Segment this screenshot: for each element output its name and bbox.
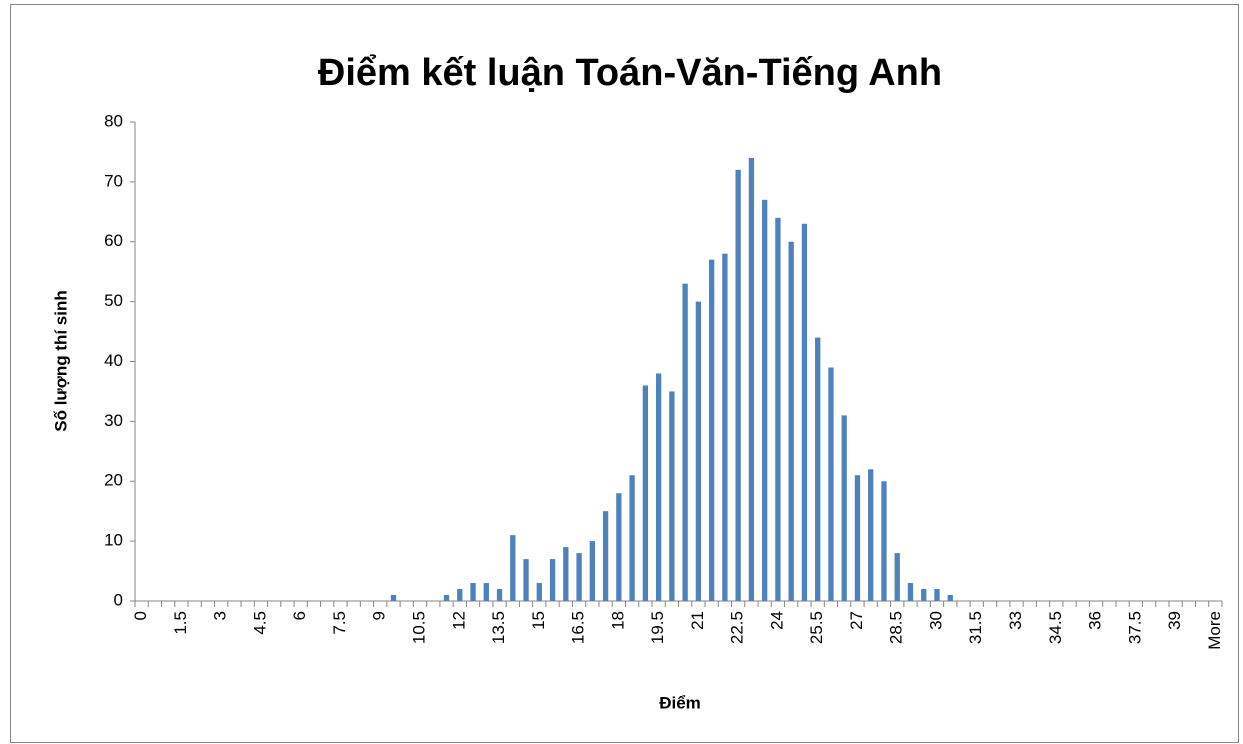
bar xyxy=(735,169,741,601)
bar xyxy=(815,337,821,601)
y-axis-label: Số lượng thí sinh xyxy=(51,290,70,432)
bar xyxy=(563,547,569,601)
bar xyxy=(708,259,715,601)
bar xyxy=(854,475,861,601)
x-tick-label: 34.5 xyxy=(1046,611,1065,644)
x-tick-label: 16.5 xyxy=(569,611,588,644)
bar xyxy=(642,385,649,601)
bar xyxy=(828,367,834,601)
bar xyxy=(907,583,914,601)
x-tick-label: 6 xyxy=(290,611,309,620)
x-tick-label: 27 xyxy=(847,611,866,630)
bar xyxy=(894,553,900,601)
bar xyxy=(457,589,463,601)
bar xyxy=(536,583,542,601)
x-tick-label: 10.5 xyxy=(409,611,428,644)
bar xyxy=(549,559,556,601)
x-axis-label: Điểm xyxy=(659,693,701,712)
bar xyxy=(390,595,397,601)
bar xyxy=(947,595,953,601)
bar xyxy=(496,589,503,601)
bar xyxy=(523,559,529,601)
x-tick-label: 15 xyxy=(529,611,548,630)
y-tick-label: 60 xyxy=(104,231,123,250)
bar xyxy=(616,493,622,601)
bar xyxy=(629,475,635,601)
x-tick-label: 30 xyxy=(926,611,945,630)
bar xyxy=(682,283,688,601)
bar xyxy=(934,589,940,601)
x-tick-label: 19.5 xyxy=(648,611,667,644)
bar xyxy=(748,157,755,602)
bar xyxy=(483,583,489,601)
bar xyxy=(655,373,662,601)
bar xyxy=(881,481,887,601)
bar xyxy=(602,511,609,601)
y-tick-label: 20 xyxy=(104,471,123,490)
chart-title: Điểm kết luận Toán-Văn-Tiếng Anh xyxy=(318,52,942,94)
bar xyxy=(841,415,847,601)
bar xyxy=(868,469,874,601)
bar xyxy=(788,241,794,601)
x-tick-label: 21 xyxy=(688,611,707,630)
y-tick-label: 10 xyxy=(104,531,123,550)
bar xyxy=(669,391,675,601)
bar xyxy=(510,535,516,601)
bar xyxy=(722,253,728,601)
x-tick-label: 1.5 xyxy=(171,611,190,635)
y-tick-label: 0 xyxy=(114,590,123,609)
x-tick-label: 24 xyxy=(767,611,786,630)
chart-border xyxy=(10,4,1239,743)
bar xyxy=(775,217,781,602)
y-tick-label: 80 xyxy=(104,111,123,130)
x-tick-label: 31.5 xyxy=(966,611,985,644)
x-tick-label: 18 xyxy=(608,611,627,630)
bar xyxy=(589,541,595,601)
x-tick-label: 22.5 xyxy=(728,611,747,644)
y-tick-label: 40 xyxy=(104,351,123,370)
bar xyxy=(576,553,582,601)
x-tick-label: 13.5 xyxy=(489,611,508,644)
x-tick-label: 7.5 xyxy=(330,611,349,635)
bar xyxy=(801,223,808,601)
x-tick-label: More xyxy=(1205,611,1224,650)
x-tick-label: 33 xyxy=(1006,611,1025,630)
x-tick-label: 37.5 xyxy=(1125,611,1144,644)
bar xyxy=(762,199,768,601)
bar xyxy=(443,595,450,601)
x-tick-label: 36 xyxy=(1086,611,1105,630)
x-tick-label: 4.5 xyxy=(250,611,269,635)
y-tick-label: 70 xyxy=(104,171,123,190)
x-tick-label: 0 xyxy=(131,611,150,620)
y-tick-label: 30 xyxy=(104,411,123,430)
x-tick-label: 9 xyxy=(370,611,389,620)
x-tick-label: 3 xyxy=(211,611,230,620)
bar xyxy=(695,301,702,601)
bar xyxy=(470,583,476,601)
y-tick-label: 50 xyxy=(104,291,123,310)
x-tick-label: 25.5 xyxy=(807,611,826,644)
x-tick-label: 39 xyxy=(1165,611,1184,630)
x-tick-label: 28.5 xyxy=(887,611,906,644)
bar xyxy=(921,589,927,601)
x-tick-label: 12 xyxy=(449,611,468,630)
